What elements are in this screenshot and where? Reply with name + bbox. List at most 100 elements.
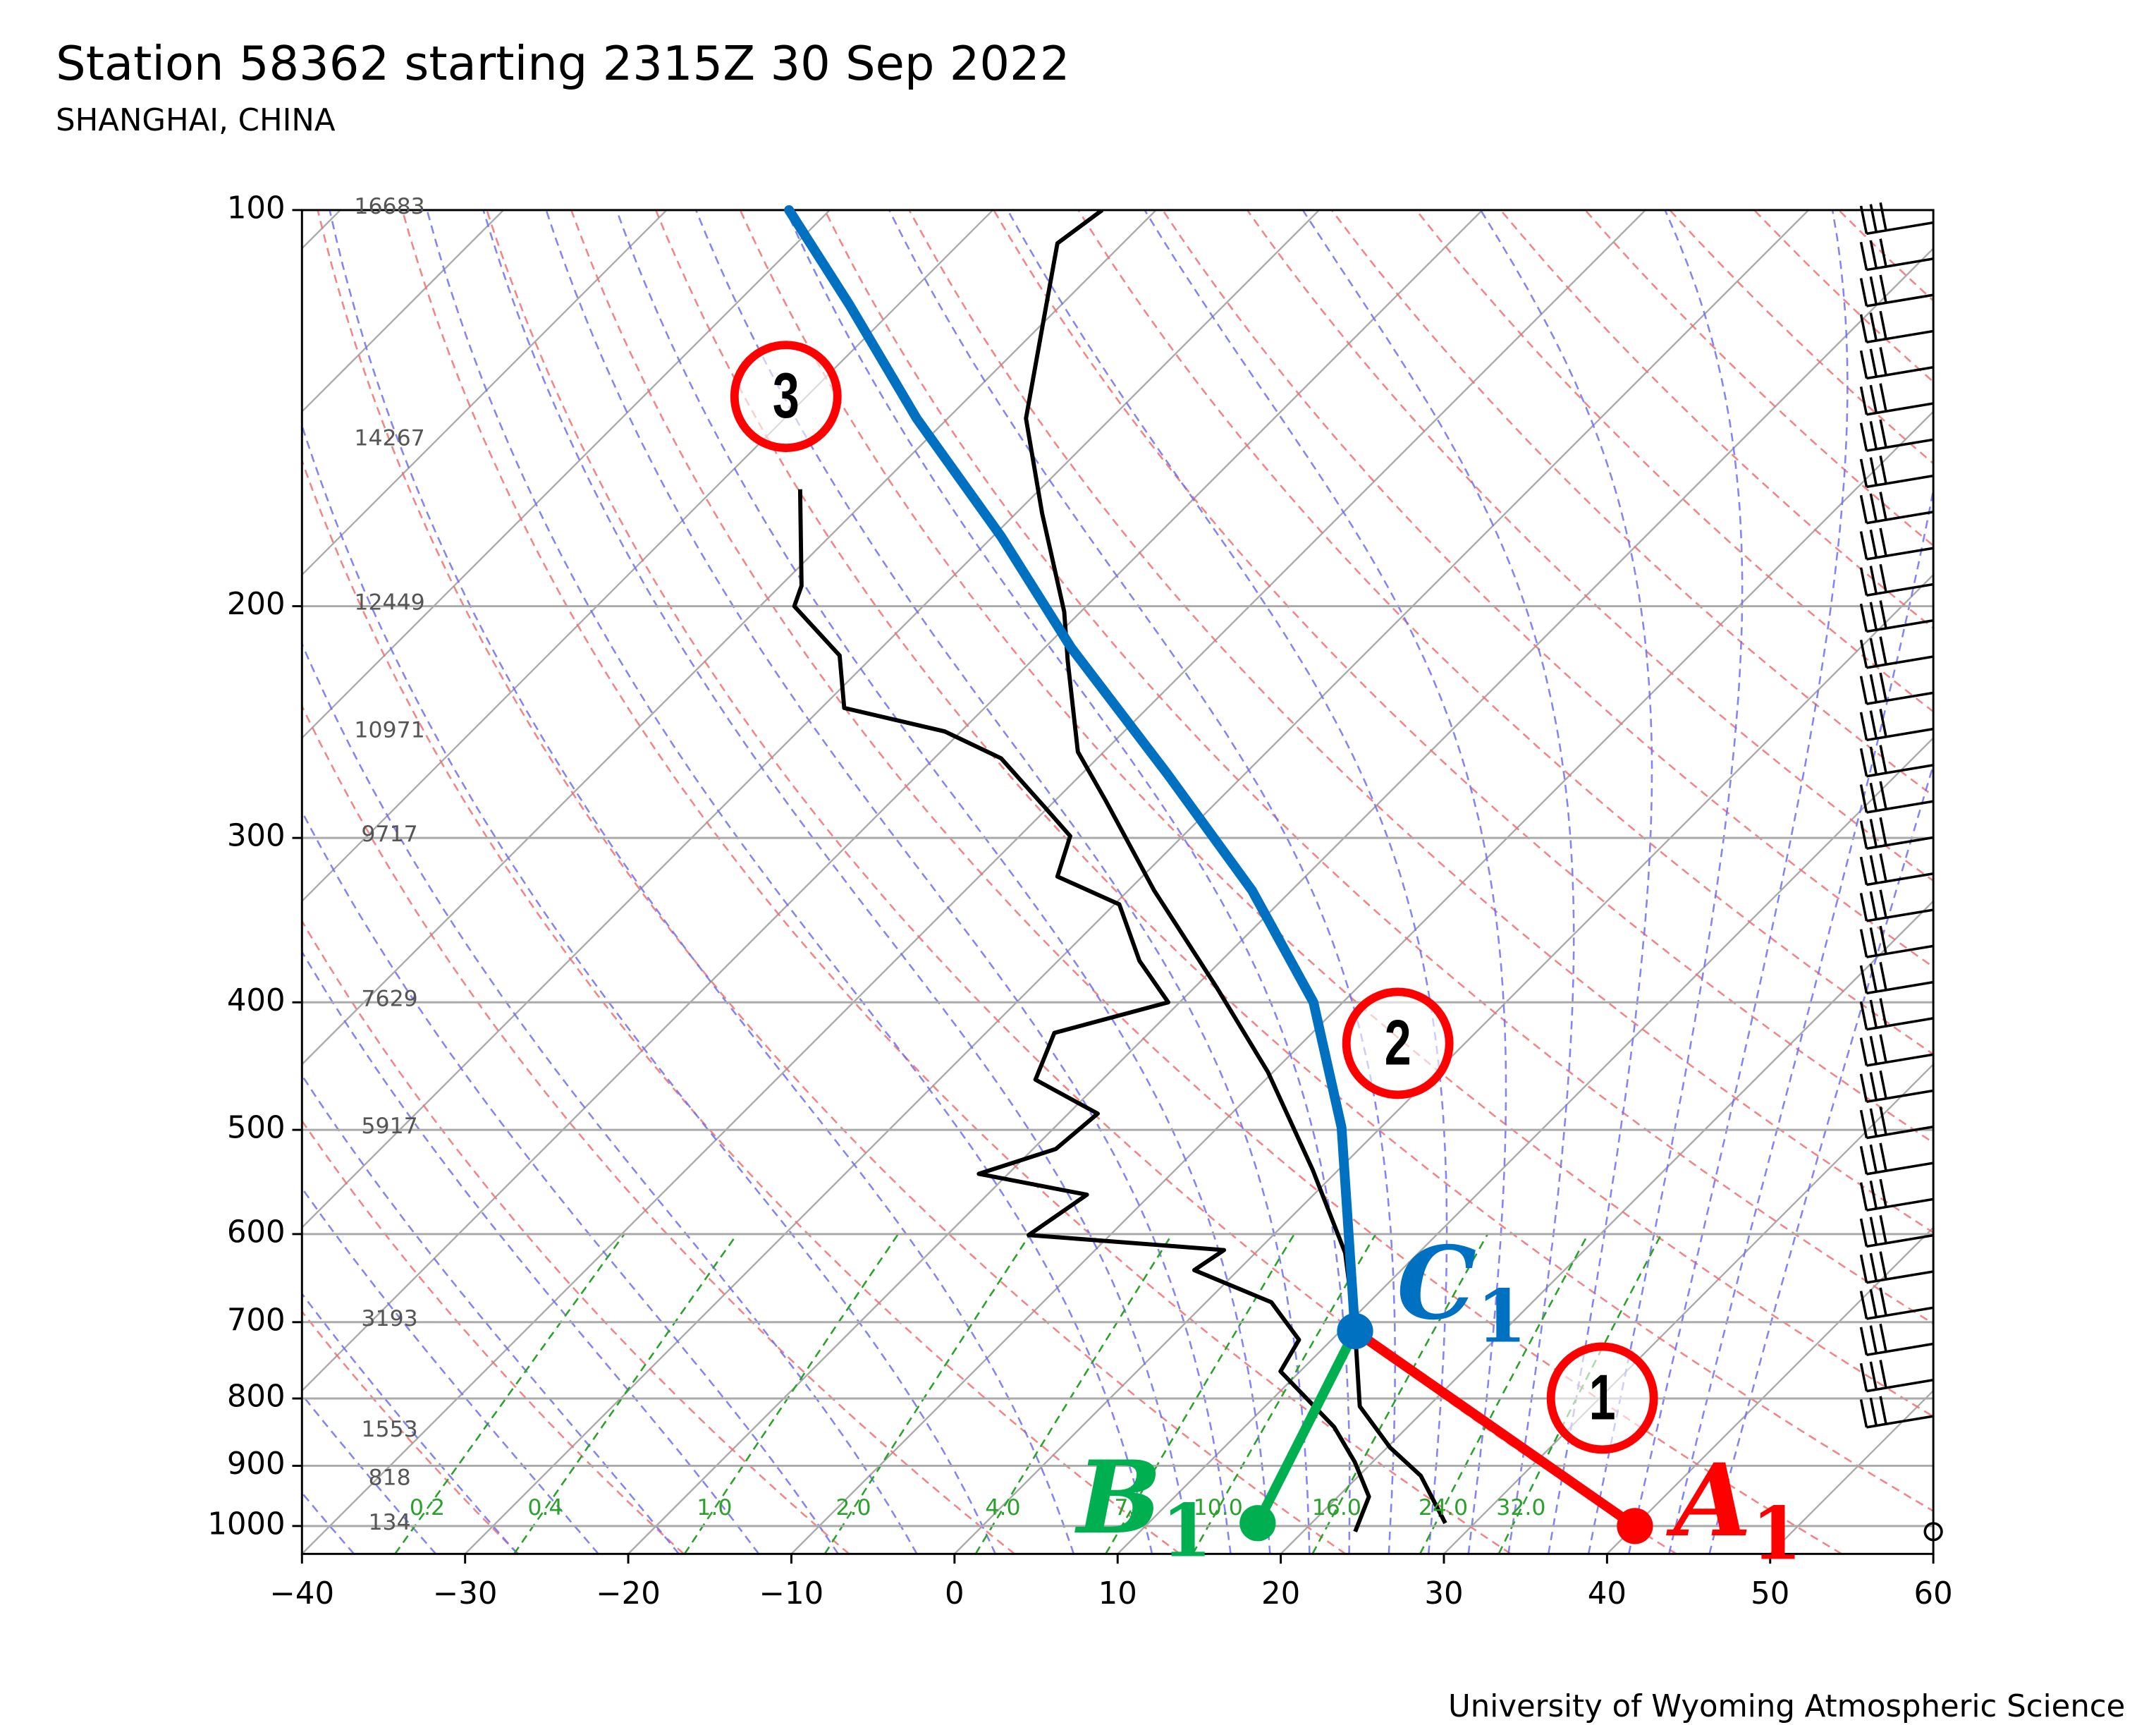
barb-feather [1859, 1182, 1868, 1211]
isotherm [302, 209, 994, 903]
barb-feather [1879, 528, 1887, 556]
mixing-ratio-label: 24.0 [1419, 1495, 1468, 1520]
wind-barb [1859, 925, 1934, 958]
height-label: 12449 [354, 590, 424, 616]
mixing-ratio-line [823, 1233, 1031, 1554]
mixing-ratio-line [394, 1233, 625, 1554]
isotherm [1117, 736, 1934, 1554]
wind-barb [1859, 1034, 1934, 1067]
circled-marker [730, 341, 842, 453]
wind-barb [1859, 709, 1934, 742]
circled-number: 1 [1589, 1361, 1616, 1433]
barb-feather [1869, 963, 1878, 992]
barb-shaft [1866, 438, 1934, 452]
barb-feather [1879, 1323, 1887, 1353]
y-tick-label: 600 [227, 1214, 286, 1250]
point-marker [1239, 1505, 1276, 1542]
barb-feather [1859, 350, 1868, 379]
barb-feather [1859, 748, 1868, 777]
dry-adiabat [1584, 209, 1934, 547]
wind-barb [1859, 492, 1934, 525]
x-tick-label: 20 [1261, 1576, 1300, 1611]
moist-adiabat [302, 950, 760, 1554]
dry-adiabat [302, 919, 850, 1554]
barb-feather [1859, 1363, 1868, 1391]
barb-feather [1859, 1218, 1868, 1247]
barb-shaft [1866, 1306, 1934, 1320]
point-marker [1617, 1508, 1653, 1544]
barb-feather [1869, 674, 1878, 703]
x-tick-label: 10 [1098, 1576, 1137, 1611]
point-marker [1337, 1312, 1373, 1350]
barb-feather [1859, 640, 1868, 669]
barb-feather [1879, 817, 1887, 846]
barb-feather [1879, 636, 1887, 665]
barb-feather [1859, 1327, 1868, 1355]
circled-number: 2 [1385, 1006, 1411, 1078]
height-label: 134 [368, 1510, 410, 1535]
barb-feather [1879, 563, 1887, 593]
wind-barb [1859, 310, 1934, 344]
dry-adiabat [1162, 209, 1934, 968]
barb-feather [1879, 238, 1887, 267]
barb-feather [1879, 1251, 1887, 1280]
height-label: 1553 [361, 1417, 417, 1442]
barb-feather [1879, 202, 1887, 231]
barb-feather [1879, 853, 1887, 882]
point-subscript: 1 [1751, 1492, 1801, 1576]
barb-feather [1879, 383, 1887, 412]
barb-shaft [1866, 547, 1934, 561]
profiles [792, 209, 1447, 1532]
isotherm [627, 247, 1934, 1554]
barb-feather [1869, 1325, 1878, 1354]
wind-barb [1859, 1323, 1934, 1357]
height-label: 16683 [354, 194, 424, 219]
wind-barb [1859, 238, 1934, 272]
barb-shaft [1866, 1342, 1934, 1357]
barb-shaft [1866, 366, 1934, 380]
barb-feather [1879, 419, 1887, 448]
mixing-ratio-line [513, 1233, 738, 1554]
calm-wind [1923, 1522, 1943, 1542]
barb-feather [1859, 531, 1868, 560]
barb-feather [1869, 1397, 1878, 1426]
height-label: 5917 [361, 1114, 417, 1139]
wind-barb [1859, 456, 1934, 489]
barb-feather [1869, 493, 1878, 522]
barb-feather [1879, 1360, 1887, 1389]
mixing-ratio-line [1192, 1233, 1377, 1554]
wind-barb [1859, 889, 1934, 922]
moist-adiabat [1627, 209, 1849, 1554]
dry-adiabat [823, 209, 1934, 1325]
barb-feather [1859, 1073, 1868, 1102]
mixing-ratio-label: 1.0 [697, 1495, 732, 1520]
barb-shaft [1866, 691, 1934, 705]
isotherm [302, 209, 504, 413]
x-tick-label: 30 [1424, 1576, 1463, 1611]
x-tick-label: 0 [945, 1576, 964, 1611]
barb-feather [1859, 1001, 1868, 1030]
isotherm [302, 209, 831, 740]
circled-number: 3 [773, 359, 800, 431]
moist-adiabat [302, 1393, 437, 1554]
x-tick-label: 60 [1914, 1576, 1953, 1611]
barb-feather [1869, 204, 1878, 233]
barb-shaft [1866, 474, 1934, 489]
point-letter: C [1397, 1225, 1476, 1342]
height-label: 14267 [354, 425, 424, 451]
barb-feather [1879, 347, 1887, 376]
moist-adiabat [1668, 485, 1934, 1554]
barb-feather [1869, 1035, 1878, 1065]
barb-feather [1859, 1399, 1868, 1428]
moist-adiabat [302, 1073, 680, 1554]
barb-feather [1869, 566, 1878, 595]
circled-marker [1546, 1342, 1658, 1454]
barb-shaft [1866, 800, 1934, 814]
barb-shaft [1866, 908, 1934, 922]
barb-feather [1879, 1178, 1887, 1207]
wind-barb [1859, 1251, 1934, 1284]
dry-adiabat [302, 704, 1015, 1554]
point-label: C1 [1397, 1225, 1526, 1359]
dry-adiabat [1753, 209, 1934, 384]
